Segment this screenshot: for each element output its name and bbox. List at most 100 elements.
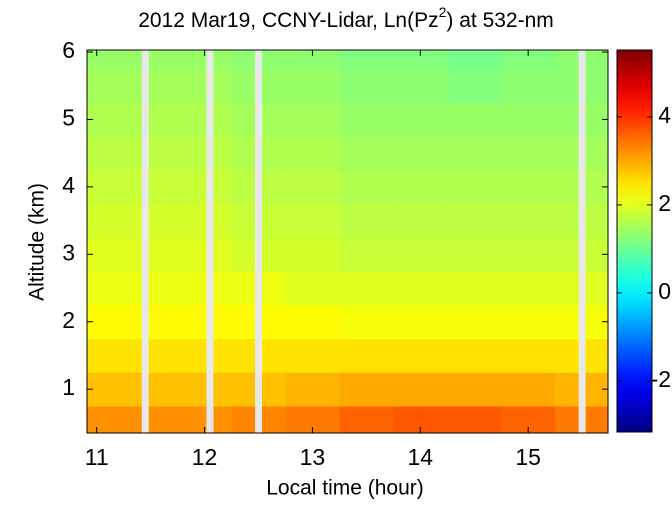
heatmap-cell xyxy=(123,170,179,205)
heatmap-cell xyxy=(447,237,502,272)
heatmap-cell xyxy=(393,237,448,272)
heatmap-cell xyxy=(123,304,179,340)
heatmap-cell xyxy=(285,102,340,137)
heatmap-cell xyxy=(177,372,233,407)
heatmap-cell xyxy=(447,136,502,171)
heatmap-cell xyxy=(285,372,340,407)
heatmap-cell xyxy=(393,136,448,171)
heatmap-cell xyxy=(339,406,394,434)
heatmap-cell xyxy=(447,372,502,407)
heatmap-cell xyxy=(393,304,448,340)
heatmap-cell xyxy=(339,102,394,137)
heatmap-cell xyxy=(87,68,125,104)
x-tick-label: 14 xyxy=(408,444,434,470)
heatmap-cell xyxy=(123,372,179,407)
heatmap-cell xyxy=(87,372,125,407)
data-gap xyxy=(578,50,586,433)
x-tick-label: 13 xyxy=(300,444,326,470)
heatmap-cell xyxy=(87,237,125,272)
colorbar xyxy=(616,49,653,433)
heatmap-cell xyxy=(501,102,556,137)
title-superscript: 2 xyxy=(439,4,447,20)
heatmap-cell xyxy=(177,203,233,238)
heatmap-cell xyxy=(87,136,125,171)
heatmap-cell xyxy=(393,102,448,137)
title-text: 2012 Mar19, CCNY-Lidar, Ln(Pz xyxy=(138,9,438,32)
heatmap-cell xyxy=(339,170,394,205)
heatmap-cell xyxy=(87,203,125,238)
heatmap-cell xyxy=(285,136,340,171)
heatmap-cell xyxy=(501,271,556,306)
heatmap-cell xyxy=(393,271,448,306)
heatmap-cell xyxy=(339,50,394,70)
heatmap-cell xyxy=(87,304,125,340)
heatmap-cell xyxy=(285,50,340,70)
heatmap-cell xyxy=(123,136,179,171)
heatmap-cell xyxy=(501,68,556,104)
heatmap-cell xyxy=(285,203,340,238)
heatmap-cell xyxy=(123,406,179,434)
heatmap-cell xyxy=(87,271,125,306)
heatmap-cell xyxy=(87,406,125,434)
heatmap-cell xyxy=(447,102,502,137)
heatmap-cell xyxy=(447,304,502,340)
heatmap-cell xyxy=(123,271,179,306)
x-tick-label: 12 xyxy=(192,444,218,470)
heatmap-cell xyxy=(177,237,233,272)
colorbar-tick-label: 4 xyxy=(658,102,671,128)
heatmap-cell xyxy=(339,68,394,104)
heatmap-cell xyxy=(393,68,448,104)
x-tick-label: 11 xyxy=(85,444,109,470)
heatmap-cell xyxy=(447,170,502,205)
heatmap-cell xyxy=(177,304,233,340)
y-tick-label: 4 xyxy=(62,172,75,198)
heatmap-cell xyxy=(123,68,179,104)
heatmap-cell xyxy=(339,203,394,238)
heatmap-cell xyxy=(339,338,394,373)
heatmap-cell xyxy=(177,136,233,171)
data-gap xyxy=(255,50,263,433)
heatmap-cell xyxy=(87,170,125,205)
heatmap-cell xyxy=(177,170,233,205)
data-gap xyxy=(141,50,149,433)
colorbar-tick-label: 2 xyxy=(658,190,671,216)
x-axis-label: Local time (hour) xyxy=(266,477,424,500)
heatmap-cell xyxy=(123,203,179,238)
heatmap-cell xyxy=(123,102,179,137)
heatmap-cell xyxy=(393,372,448,407)
y-tick-label: 2 xyxy=(62,307,75,333)
y-tick-label: 1 xyxy=(62,374,75,400)
heatmap-cell xyxy=(339,136,394,171)
heatmap-cell xyxy=(501,372,556,407)
chart-title: 2012 Mar19, CCNY-Lidar, Ln(Pz2) at 532-n… xyxy=(138,4,554,32)
data-gap xyxy=(206,50,214,433)
heatmap-cell xyxy=(177,102,233,137)
heatmap-cell xyxy=(501,338,556,373)
heatmap-cell xyxy=(339,304,394,340)
heatmap-cell xyxy=(447,68,502,104)
y-tick-label: 5 xyxy=(62,105,75,131)
heatmap xyxy=(87,50,609,434)
heatmap-cell xyxy=(447,50,502,70)
x-tick-label: 15 xyxy=(515,444,541,470)
heatmap-cell xyxy=(393,170,448,205)
heatmap-cell xyxy=(501,304,556,340)
heatmap-cell xyxy=(285,237,340,272)
heatmap-cell xyxy=(123,237,179,272)
heatmap-cell xyxy=(447,203,502,238)
heatmap-cell xyxy=(285,304,340,340)
heatmap-cell xyxy=(177,271,233,306)
title-text: ) at 532-nm xyxy=(446,9,553,32)
heatmap-cell xyxy=(339,271,394,306)
heatmap-cell xyxy=(501,237,556,272)
heatmap-cell xyxy=(123,338,179,373)
heatmap-cell xyxy=(447,406,502,434)
y-tick-label: 6 xyxy=(62,37,75,63)
heatmap-cell xyxy=(123,50,179,70)
colorbar-tick-label: -2 xyxy=(651,366,671,392)
heatmap-cell xyxy=(177,68,233,104)
heatmap-cell xyxy=(87,50,125,70)
heatmap-cell xyxy=(339,237,394,272)
y-tick-label: 3 xyxy=(62,239,75,265)
